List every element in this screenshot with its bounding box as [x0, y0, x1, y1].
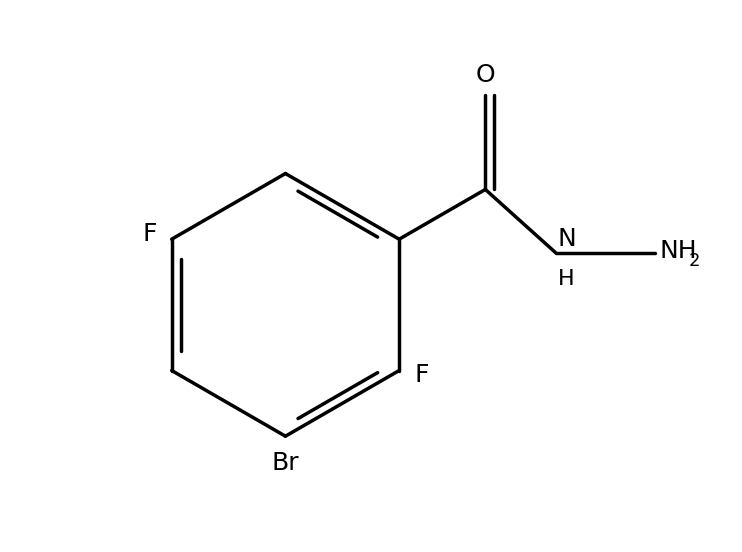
Text: NH: NH — [659, 239, 697, 263]
Text: N: N — [558, 227, 577, 251]
Text: F: F — [142, 222, 157, 246]
Text: H: H — [558, 269, 574, 289]
Text: O: O — [476, 63, 495, 87]
Text: F: F — [414, 364, 429, 388]
Text: Br: Br — [272, 451, 299, 475]
Text: 2: 2 — [689, 252, 700, 270]
